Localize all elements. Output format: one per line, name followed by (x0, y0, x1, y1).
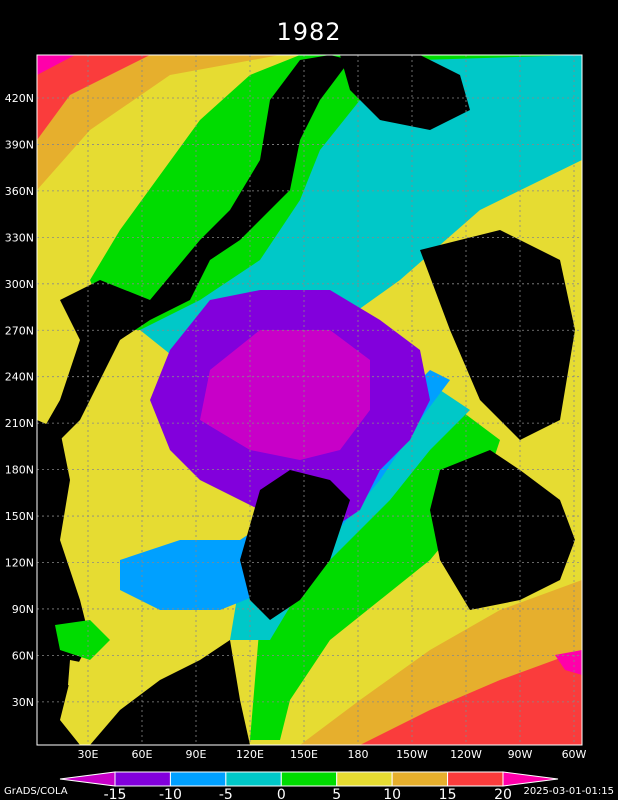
band-red-se (360, 650, 582, 745)
colorbar-swatch (336, 771, 393, 787)
y-tick-label: 360N (5, 185, 34, 198)
y-tick-label: 270N (5, 324, 34, 337)
colorbar-swatch (114, 771, 171, 787)
footer-timestamp: 2025-03-01-01:15 (523, 786, 614, 797)
colorbar-level-label: -15 (104, 787, 127, 800)
map-title: 1982 (276, 18, 342, 46)
colorbar-level-label: 0 (277, 787, 286, 800)
band-pink-nw (37, 55, 75, 75)
x-tick-label: 60W (562, 748, 587, 761)
y-tick-label: 420N (5, 92, 34, 105)
band-red-nw (37, 55, 150, 140)
colorbar-level-label: 10 (383, 787, 401, 800)
y-tick-label: 30N (12, 696, 34, 709)
colorbar: -15 -10 -5 0 5 10 15 20 (59, 771, 559, 800)
y-tick-label: 240N (5, 371, 34, 384)
x-tick-label: 90W (508, 748, 533, 761)
land-greenland-europe (37, 55, 350, 440)
colorbar-level-label: -5 (219, 787, 233, 800)
colorbar-swatch (169, 771, 227, 787)
y-tick-label: 60N (12, 649, 34, 662)
island-yellow-left (68, 660, 95, 690)
band-orange-nw (37, 55, 280, 190)
x-tick-label: 180 (348, 748, 369, 761)
map-plot-area (37, 55, 582, 745)
footer-credit: GrADS/COLA (4, 786, 68, 797)
x-tick-label: 150E (290, 748, 318, 761)
y-tick-label: 90N (12, 603, 34, 616)
y-tick-label: 180N (5, 464, 34, 477)
y-tick-label: 390N (5, 138, 34, 151)
colorbar-level-label: 5 (332, 787, 341, 800)
land-southwest (90, 640, 250, 745)
y-tick-label: 300N (5, 278, 34, 291)
graticule (37, 55, 582, 745)
colorbar-swatch (447, 771, 504, 787)
y-tick-label: 120N (5, 557, 34, 570)
band-cyan-north (140, 55, 582, 370)
band-magenta-polar (200, 330, 370, 460)
colorbar-level-label: 20 (494, 787, 512, 800)
land-north-island (340, 55, 470, 130)
colorbar-level-label: 15 (439, 787, 457, 800)
y-tick-label: 150N (5, 510, 34, 523)
land-central-south (240, 470, 350, 620)
band-blue (120, 370, 450, 610)
plot-frame (36, 54, 583, 746)
island-cyan (430, 180, 470, 200)
colorbar-swatch (225, 771, 282, 787)
x-tick-label: 30E (78, 748, 99, 761)
x-tick-label: 90E (186, 748, 207, 761)
y-axis: 420N 390N 360N 330N 300N 270N 240N 210N 180N 150N… (5, 92, 34, 709)
x-tick-label: 120W (450, 748, 482, 761)
colorbar-swatch (391, 771, 449, 787)
colorbar-extend-low (59, 771, 116, 787)
colorbar-level-label: -10 (159, 787, 182, 800)
x-tick-label: 120E (236, 748, 264, 761)
x-tick-label: 60E (132, 748, 153, 761)
x-tick-label: 150W (396, 748, 428, 761)
y-tick-label: 330N (5, 231, 34, 244)
island-green-left (55, 620, 110, 660)
x-axis: 30E 60E 90E 120E 150E 180 150W 120W 90W 60W (78, 748, 587, 761)
colorbar-extend-high (502, 771, 559, 787)
land-northeast (420, 230, 575, 440)
y-tick-label: 210N (5, 417, 34, 430)
colorbar-swatch (280, 771, 338, 787)
band-pink-se (555, 650, 582, 675)
